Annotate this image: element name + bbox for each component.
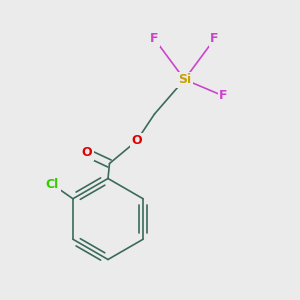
Text: F: F <box>150 32 159 46</box>
Text: F: F <box>219 89 228 103</box>
Text: O: O <box>131 134 142 148</box>
Text: Si: Si <box>178 73 191 86</box>
Text: F: F <box>210 32 219 46</box>
Text: Cl: Cl <box>46 178 59 191</box>
Text: O: O <box>82 146 92 160</box>
